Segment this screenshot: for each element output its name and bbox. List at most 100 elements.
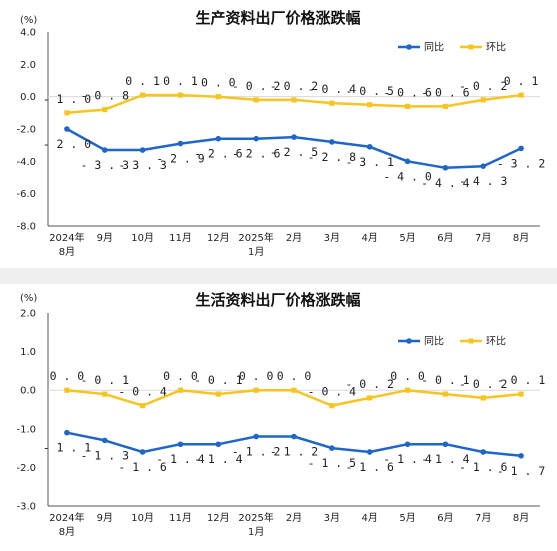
data-label-mom: - 0 . 1 [497, 373, 546, 387]
data-point-yoy [404, 441, 411, 448]
data-point-yoy [291, 433, 297, 440]
x-tick-label: 2024年 8月 [49, 231, 84, 258]
legend-label: 同比 [424, 42, 444, 54]
legend-marker [406, 44, 412, 50]
data-point-yoy [291, 134, 297, 140]
data-label-mom: - 0 . 4 [118, 385, 167, 399]
x-tick-label-line: 8月 [59, 526, 75, 538]
data-point-mom [64, 110, 70, 116]
data-label-yoy: - 1 . 2 [232, 445, 280, 459]
data-label-yoy: - 1 . 2 [270, 445, 318, 459]
y-tick-label: -3.0 [16, 502, 36, 513]
data-label-yoy: - 2 . 5 [270, 145, 318, 159]
x-tick-label-line: 5月 [399, 512, 415, 524]
x-tick-label: 9月 [97, 232, 113, 244]
x-tick-label-line: 5月 [399, 232, 415, 244]
data-point-yoy [177, 441, 184, 448]
data-label-mom: 0 . 0 [50, 369, 85, 383]
data-point-yoy [442, 441, 449, 448]
data-label-yoy: - 2 . 8 [308, 150, 357, 164]
chart-title: 生产资料出厂价格涨跌幅 [195, 9, 360, 27]
data-label-mom: - 0 . 2 [270, 79, 318, 93]
x-tick-label-line: 8月 [59, 246, 75, 258]
x-tick-label-line: 11月 [169, 232, 192, 244]
data-point-mom [329, 403, 335, 409]
x-tick-label: 8月 [513, 232, 529, 244]
legend-label: 环比 [486, 42, 506, 54]
data-point-mom [291, 387, 297, 393]
data-label-mom: - 0 . 1 [194, 373, 243, 387]
x-tick-label-line: 10月 [131, 232, 154, 244]
data-label-mom: - 0 . 4 [308, 82, 357, 96]
x-tick-label: 12月 [207, 512, 230, 524]
x-tick-label: 7月 [475, 512, 491, 524]
data-label-yoy: - 1 . 4 [383, 452, 432, 466]
y-tick-label: 4.0 [20, 28, 36, 39]
data-label-mom: - 0 . 2 [459, 377, 507, 391]
data-point-yoy [404, 158, 411, 165]
x-tick-label-line: 2025年 [238, 231, 273, 244]
data-point-mom [102, 107, 108, 113]
data-point-mom [442, 391, 448, 397]
x-tick-label: 3月 [324, 232, 340, 244]
data-point-yoy [518, 453, 524, 459]
x-tick-label: 2月 [286, 232, 302, 244]
data-point-yoy [215, 135, 222, 142]
data-label-yoy: - 3 . 1 [345, 155, 394, 169]
data-point-mom [64, 387, 70, 393]
y-tick-label: -4.0 [16, 157, 36, 168]
y-tick-label: 2.0 [20, 60, 36, 71]
y-tick-label: 0.0 [20, 92, 36, 103]
data-point-yoy [139, 449, 146, 455]
data-label-mom: - 0 . 2 [232, 79, 280, 93]
y-unit-label: (%) [20, 293, 37, 304]
data-label-yoy: - 1 . 5 [308, 456, 356, 470]
y-tick-label: -2.0 [16, 463, 36, 474]
data-label-yoy: - 1 . 4 [421, 452, 470, 466]
data-label-yoy: - 1 . 7 [497, 464, 546, 478]
data-point-mom [215, 94, 221, 100]
legend-label: 环比 [486, 336, 506, 348]
data-point-mom [140, 403, 146, 409]
y-tick-label: 2.0 [20, 309, 36, 320]
x-tick-label-line: 1月 [248, 246, 264, 258]
data-label-yoy: - 2 . 0 [43, 137, 92, 151]
x-tick-label-line: 3月 [324, 512, 340, 524]
data-label-yoy: - 4 . 4 [421, 176, 470, 190]
x-tick-label-line: 7月 [475, 512, 491, 524]
x-tick-label: 9月 [97, 512, 113, 524]
x-tick-label: 7月 [475, 232, 491, 244]
data-label-yoy: - 1 . 6 [345, 460, 394, 474]
data-label-yoy: - 1 . 4 [156, 452, 205, 466]
data-point-mom [404, 103, 411, 109]
data-point-yoy [64, 126, 70, 132]
x-tick-label-line: 1月 [248, 526, 264, 538]
x-tick-label-line: 9月 [97, 512, 113, 524]
data-label-yoy: - 3 . 2 [497, 156, 545, 170]
data-point-mom [367, 395, 373, 401]
y-tick-label: 0.0 [20, 386, 36, 397]
data-label-mom: - 0 . 1 [81, 373, 130, 387]
x-tick-label-line: 6月 [437, 512, 453, 524]
x-tick-label-line: 2024年 [49, 511, 84, 524]
data-point-mom [140, 92, 146, 98]
chart-panel-producer-goods: 生产资料出厂价格涨跌幅 (%) 4.0 2.0 0.0 -2.0 -4.0 -6.0 -8.0 2… [0, 0, 557, 268]
data-point-yoy [64, 429, 70, 436]
x-tick-label: 2月 [286, 512, 302, 524]
data-label-mom: 0 . 0 [163, 369, 198, 383]
x-tick-label-line: 12月 [207, 512, 230, 524]
data-point-yoy [518, 145, 524, 152]
x-tick-label-line: 8月 [513, 232, 529, 244]
x-tick-label-line: 10月 [131, 512, 154, 524]
data-point-yoy [366, 143, 373, 150]
data-point-mom [253, 387, 259, 393]
data-label-mom: - 0 . 1 [421, 373, 470, 387]
data-label-yoy: - 2 . 6 [232, 147, 281, 161]
x-tick-label-line: 2024年 [49, 231, 84, 244]
data-label-mom: 0 . 0 [277, 369, 312, 383]
data-point-yoy [442, 165, 449, 171]
data-point-yoy [366, 449, 373, 455]
x-tick-label-line: 2025年 [238, 511, 273, 524]
legend-marker [468, 338, 474, 344]
data-point-mom [177, 92, 184, 98]
